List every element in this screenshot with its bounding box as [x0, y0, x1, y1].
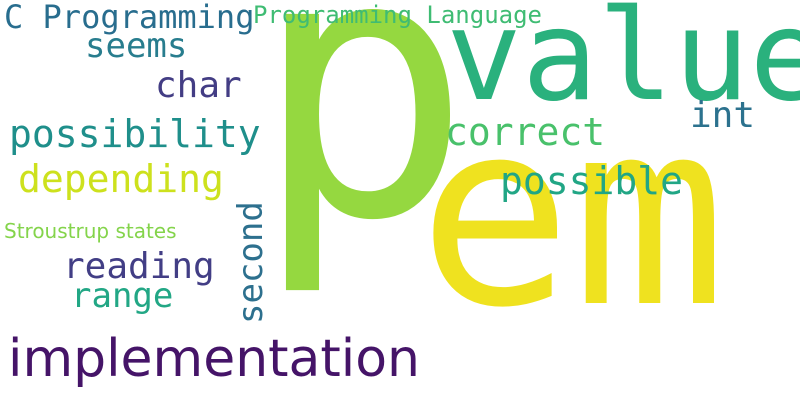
word-seems: seems — [85, 26, 188, 66]
word-programming-language: Programming Language — [253, 1, 542, 29]
word-range: range — [71, 276, 174, 316]
word-depending: depending — [18, 157, 224, 201]
word-correct: correct — [445, 110, 606, 154]
word-char: char — [155, 65, 242, 106]
word-reading: reading — [63, 246, 215, 287]
word-em: em — [418, 66, 727, 364]
word-stroustrup-states: Stroustrup states — [4, 219, 177, 243]
word-value: value — [446, 0, 800, 129]
word-second: second — [231, 201, 271, 324]
word-implementation: implementation — [8, 329, 421, 389]
word-c-programming: C Programming — [4, 0, 255, 36]
word-int: int — [690, 95, 756, 136]
word-p: p — [252, 0, 473, 301]
word-possible: possible — [500, 159, 684, 203]
word-possibility: possibility — [9, 112, 261, 156]
